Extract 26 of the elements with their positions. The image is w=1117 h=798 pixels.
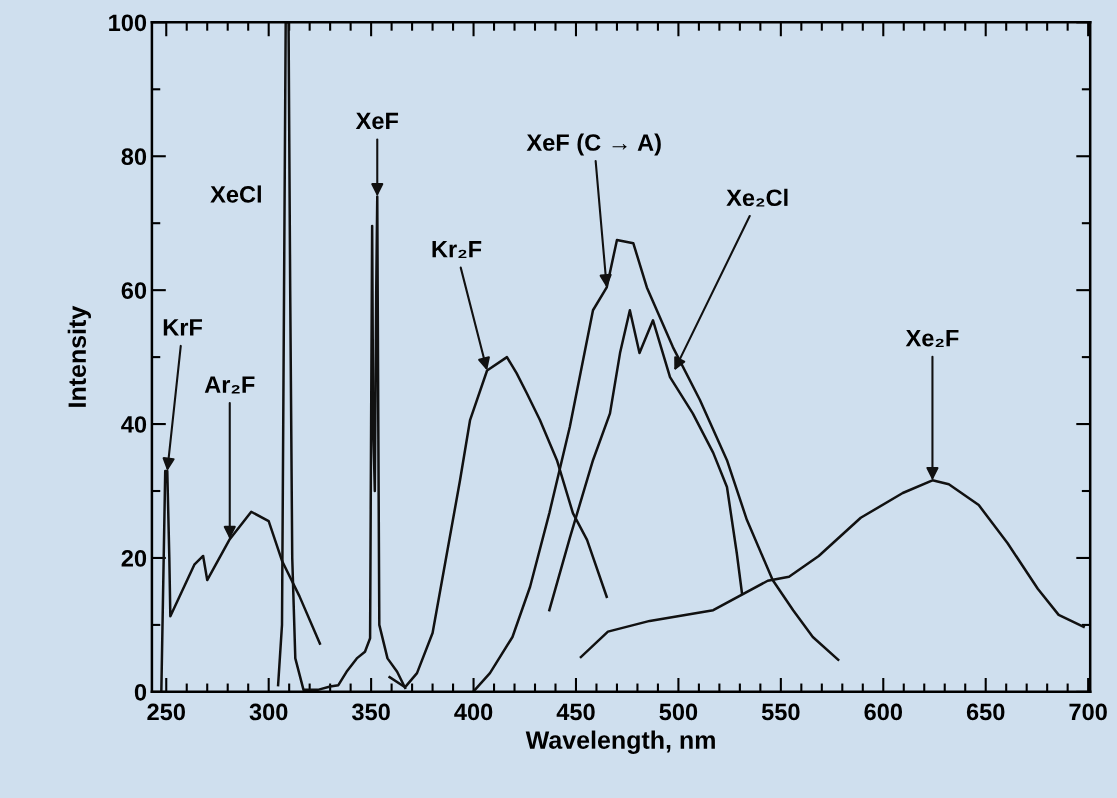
annotation: XeF (C → A)	[526, 133, 661, 156]
y-tick-label: 20	[121, 550, 147, 567]
annotation: KrF	[163, 319, 203, 336]
x-tick-label: 350	[351, 703, 390, 721]
x-axis-title: Wavelength, nm	[525, 730, 715, 754]
annotation: XeF	[355, 112, 399, 130]
y-tick-label: 0	[134, 683, 147, 701]
x-tick-label: 400	[454, 703, 493, 721]
annotation: Xe₂F	[905, 329, 959, 347]
x-tick-label: 500	[659, 703, 698, 721]
annotation: XeCl	[210, 185, 261, 203]
y-tick-label: 60	[121, 282, 147, 299]
y-tick-label: 100	[109, 14, 147, 32]
x-tick-label: 700	[1069, 703, 1107, 721]
x-tick-label: 550	[761, 703, 800, 721]
annotation: Ar₂F	[204, 376, 255, 394]
x-tick-label: 600	[864, 703, 903, 721]
annotation: Kr₂F	[432, 241, 482, 258]
y-axis-title: Intensity	[67, 305, 91, 407]
x-tick-label: 300	[249, 703, 288, 721]
x-tick-label: 250	[147, 703, 185, 721]
x-tick-label: 650	[966, 703, 1005, 721]
x-tick-label: 450	[556, 703, 595, 721]
y-tick-label: 80	[121, 148, 147, 166]
annotation: Xe₂Cl	[726, 188, 788, 207]
y-tick-label: 40	[121, 416, 147, 433]
